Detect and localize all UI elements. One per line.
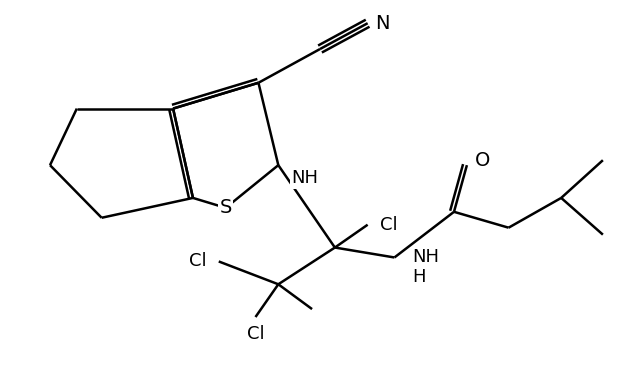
Text: O: O: [475, 151, 490, 170]
Text: S: S: [220, 198, 232, 217]
Text: NH: NH: [412, 248, 439, 266]
Text: Cl: Cl: [189, 252, 207, 270]
Text: Cl: Cl: [380, 216, 397, 234]
Text: H: H: [412, 268, 426, 286]
Text: N: N: [376, 14, 390, 33]
Text: Cl: Cl: [246, 325, 264, 343]
Text: NH: NH: [292, 169, 319, 187]
